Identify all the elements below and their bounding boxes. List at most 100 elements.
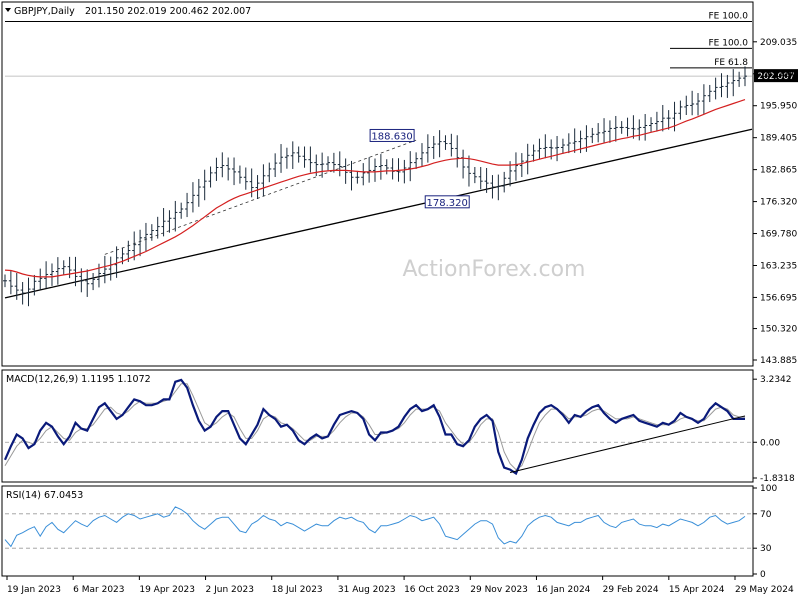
price-bar [455, 135, 460, 168]
dropdown-arrow-icon[interactable] [5, 8, 11, 12]
price-y-tick-label: 143.885 [760, 356, 797, 366]
price-bar [214, 157, 219, 181]
price-bar [596, 123, 601, 143]
x-tick-label: 6 Mar 2023 [73, 585, 124, 595]
price-bar [678, 100, 683, 120]
price-bar [437, 130, 442, 158]
x-tick-label: 15 Apr 2024 [669, 585, 725, 595]
price-bar [20, 282, 25, 305]
price-bar [373, 158, 377, 182]
price-bar [725, 74, 730, 98]
price-bar [431, 135, 436, 159]
last-price-tag [754, 69, 798, 83]
price-bar [161, 208, 166, 237]
price-bar [290, 141, 295, 169]
price-bar [155, 216, 160, 239]
price-bar [525, 143, 530, 175]
x-tick-label: 19 Apr 2023 [139, 585, 195, 595]
price-bar [367, 157, 372, 183]
price-bar [449, 133, 454, 157]
price-bar [643, 114, 648, 141]
symbol-label: GBPJPY,Daily [14, 6, 75, 17]
price-bar [378, 154, 383, 180]
price-bar [91, 272, 96, 291]
price-bar [684, 95, 689, 115]
rsi-y-tick-label: 70 [760, 510, 772, 520]
price-bar [132, 231, 137, 261]
ohlc-bars [3, 66, 747, 307]
price-trendline [4, 128, 753, 299]
price-bar [690, 90, 695, 116]
x-tick-label: 2 Jun 2023 [206, 585, 254, 595]
price-annotation-box [424, 195, 470, 209]
price-panel [1, 1, 754, 367]
rsi-panel [1, 485, 754, 577]
price-bar [625, 117, 630, 137]
price-bar [61, 260, 66, 275]
price-bar [267, 162, 272, 183]
price-bar [502, 171, 507, 193]
price-bar [472, 167, 477, 184]
price-bar [167, 210, 172, 233]
rsi-title: RSI(14) 67.0453 [6, 490, 83, 501]
price-bar [696, 93, 701, 116]
rsi-series-layer [4, 506, 752, 549]
price-bar [38, 268, 43, 290]
macd-series-layer [3, 378, 752, 476]
x-tick-label: 16 Jan 2024 [536, 585, 590, 595]
price-bar [237, 165, 242, 184]
price-bar [560, 138, 565, 154]
price-y-tick-label: 189.405 [760, 134, 797, 144]
price-bar [85, 269, 90, 297]
price-bar [713, 77, 718, 100]
price-bar [114, 246, 119, 278]
price-bar [102, 255, 107, 284]
header: GBPJPY,Daily 201.150 202.019 200.462 202… [5, 6, 251, 17]
macd-trendline [509, 415, 746, 473]
price-bar [284, 147, 289, 169]
price-bar [519, 153, 524, 178]
retracement-dashed-line [104, 139, 417, 255]
price-bar [496, 174, 501, 201]
price-bar [220, 152, 225, 178]
price-bar [190, 182, 195, 213]
price-bar [707, 84, 712, 103]
price-bar [649, 117, 654, 132]
rsi-y-tick-label: 100 [760, 484, 777, 494]
price-bar [261, 164, 266, 197]
price-bar [660, 104, 665, 132]
price-bar [226, 157, 231, 181]
rsi-y-tick-label: 0 [760, 570, 766, 580]
price-bar [613, 115, 618, 142]
price-bar [602, 118, 607, 143]
price-bar [543, 134, 548, 159]
price-bar [607, 120, 612, 143]
price-bar [44, 261, 49, 289]
price-bar [73, 256, 78, 287]
price-bar [566, 133, 571, 154]
price-bar [478, 167, 483, 190]
price-bar [32, 274, 37, 296]
price-annotation-box [369, 128, 415, 142]
price-bar [343, 158, 348, 184]
price-bar [185, 192, 190, 218]
price-bar [232, 157, 237, 186]
price-bar [173, 200, 178, 232]
price-bar [320, 152, 325, 178]
price-bar [308, 146, 313, 173]
price-bar [255, 175, 260, 199]
price-bar [414, 152, 419, 169]
price-bar [384, 159, 389, 175]
fe-level-label: FE 100.0 [709, 38, 749, 48]
price-bar [531, 144, 536, 162]
price-bar [326, 156, 331, 171]
x-tick-label: 29 Feb 2024 [603, 585, 659, 595]
price-bar [26, 277, 31, 307]
watermark: ActionForex.com [403, 257, 586, 282]
price-bar [296, 146, 301, 163]
price-bar [8, 271, 13, 295]
price-bar [701, 84, 706, 115]
price-bar [466, 155, 471, 187]
price-annotation: 188.630 [371, 131, 412, 142]
